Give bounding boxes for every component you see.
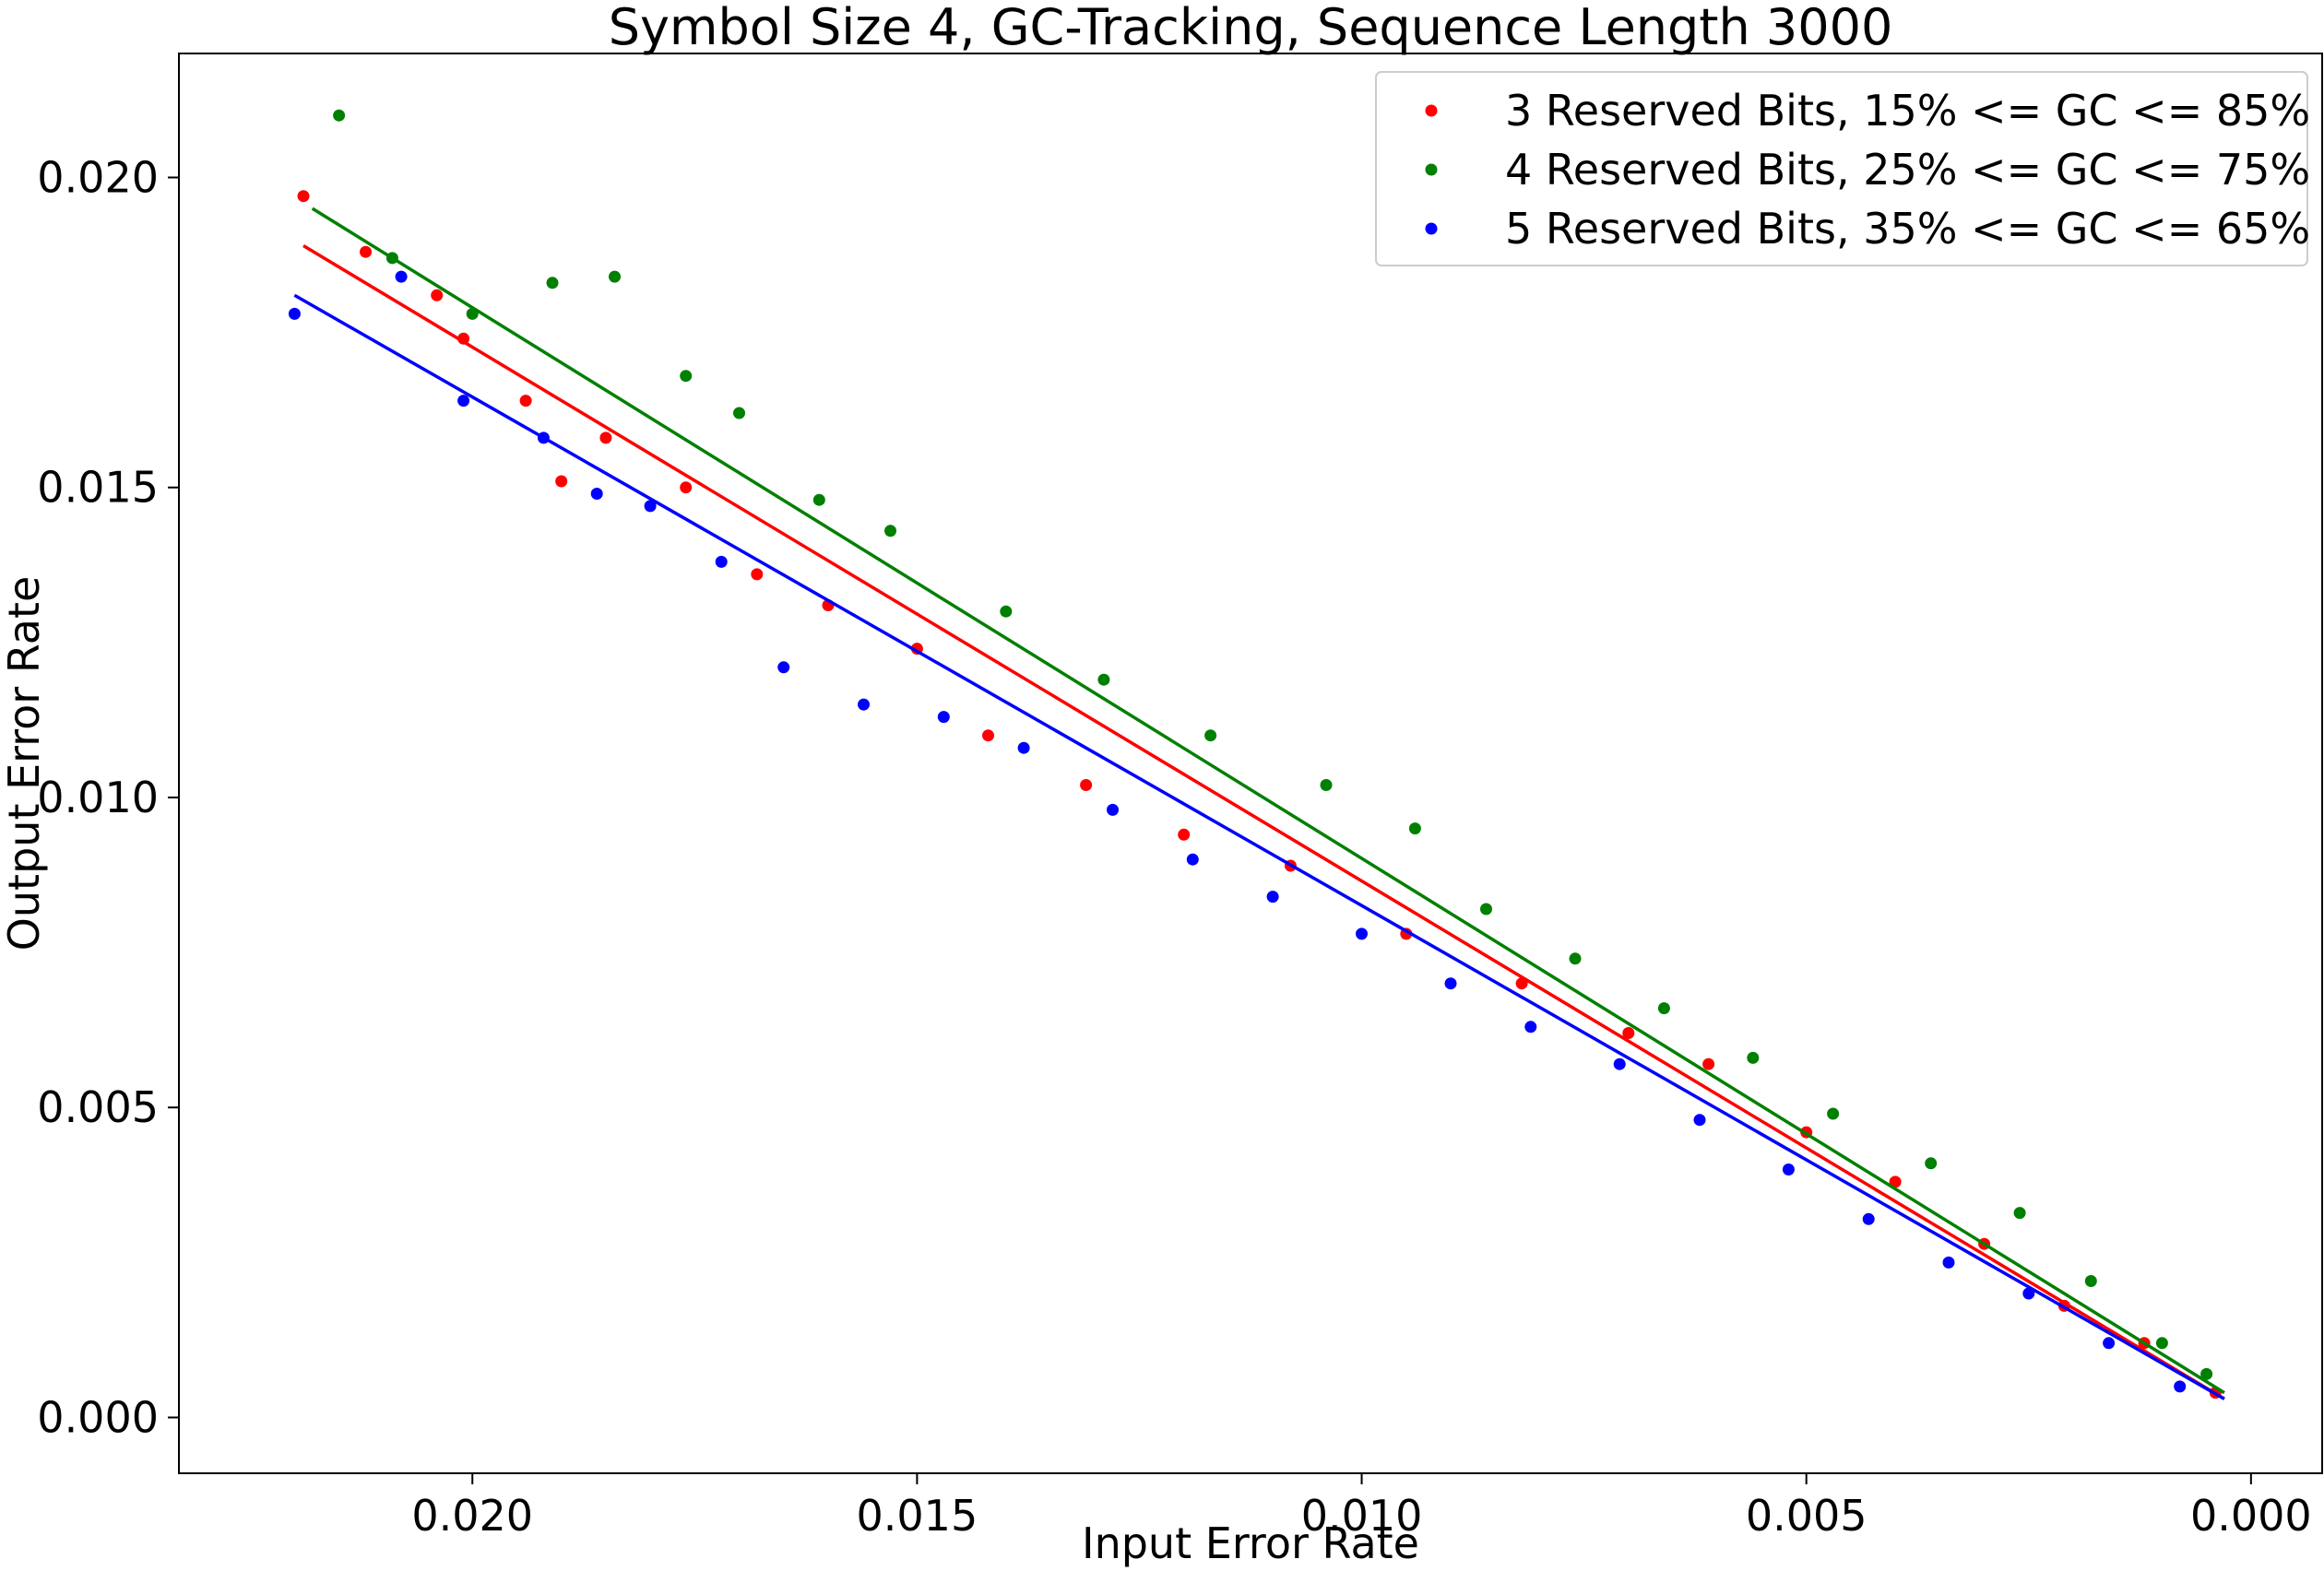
trend-line [302, 243, 2225, 1400]
data-point [2103, 1337, 2116, 1350]
data-point [1017, 741, 1030, 754]
data-point [1444, 977, 1457, 990]
data-point [1702, 1057, 1715, 1070]
legend-box [1375, 71, 2308, 266]
data-point [1827, 1107, 1840, 1120]
legend-item: 5 Reserved Bits, 35% <= GC <= 65% [1425, 204, 2310, 254]
y-tick-label: 0.020 [37, 152, 159, 202]
series-3 [288, 270, 2225, 1400]
x-tick-label: 0.015 [857, 1491, 978, 1541]
data-point [1356, 927, 1368, 940]
data-point [982, 729, 994, 742]
data-point [360, 245, 372, 258]
data-point [590, 488, 603, 500]
legend-marker [1425, 104, 1438, 117]
data-point [1178, 828, 1191, 841]
data-point [2155, 1337, 2168, 1350]
data-point [1408, 822, 1421, 835]
data-point [1747, 1051, 1760, 1064]
data-point [1186, 853, 1199, 866]
data-point [1000, 605, 1013, 618]
x-axis: 0.020 0.015 0.010 0.005 0.000 [411, 1473, 2312, 1541]
data-point [1889, 1175, 1902, 1188]
data-point [1107, 803, 1119, 816]
data-point [333, 109, 346, 122]
data-point [297, 190, 310, 203]
data-point [1925, 1157, 1938, 1170]
x-axis-label: Input Error Rate [1082, 1518, 1419, 1568]
data-point [733, 407, 745, 419]
data-point [858, 698, 870, 711]
data-point [1622, 1027, 1635, 1039]
data-point [2084, 1275, 2097, 1287]
data-point [2200, 1367, 2213, 1380]
data-point [1657, 1002, 1670, 1015]
plot-area [288, 109, 2225, 1400]
data-point [2174, 1380, 2187, 1393]
data-point [1320, 779, 1333, 791]
data-point [751, 568, 764, 581]
trend-line [293, 293, 2225, 1400]
chart-title: Symbol Size 4, GC-Tracking, Sequence Len… [609, 0, 1893, 56]
legend-marker [1425, 163, 1438, 176]
data-point [937, 711, 950, 724]
plot-frame [178, 53, 2323, 1474]
data-point [1266, 891, 1279, 904]
data-point [395, 270, 408, 283]
legend-label: 5 Reserved Bits, 35% <= GC <= 65% [1505, 204, 2310, 254]
data-point [555, 475, 568, 488]
x-tick-label: 0.000 [2190, 1491, 2312, 1541]
data-point [546, 277, 559, 289]
y-axis: 0.000 0.005 0.010 0.015 0.020 [37, 152, 179, 1442]
x-tick-label: 0.020 [411, 1491, 533, 1541]
data-point [1480, 903, 1492, 915]
data-point [1693, 1114, 1706, 1127]
data-point [519, 395, 532, 408]
data-point [288, 307, 301, 320]
data-point [1782, 1163, 1795, 1175]
data-point [884, 525, 896, 537]
x-tick-label: 0.010 [1301, 1491, 1423, 1541]
data-point [812, 493, 825, 506]
data-point [680, 481, 693, 494]
data-point [431, 289, 444, 301]
legend-label: 3 Reserved Bits, 15% <= GC <= 85% [1505, 86, 2310, 136]
data-point [644, 500, 657, 513]
data-point [1204, 729, 1217, 742]
data-point [1569, 952, 1582, 965]
legend: 3 Reserved Bits, 15% <= GC <= 85% 4 Reser… [1375, 71, 2310, 266]
y-tick-label: 0.000 [37, 1392, 159, 1442]
series-2 [311, 109, 2225, 1395]
data-point [680, 370, 693, 383]
legend-item: 4 Reserved Bits, 25% <= GC <= 75% [1425, 145, 2310, 195]
legend-marker [1425, 222, 1438, 235]
data-point [1942, 1256, 1955, 1269]
data-point [457, 395, 470, 408]
data-point [1080, 779, 1093, 791]
data-point [715, 555, 728, 568]
data-point [1862, 1212, 1875, 1225]
trend-line [311, 207, 2225, 1395]
data-point [1097, 673, 1110, 686]
y-tick-label: 0.005 [37, 1082, 159, 1132]
x-tick-label: 0.005 [1746, 1491, 1868, 1541]
legend-item: 3 Reserved Bits, 15% <= GC <= 85% [1425, 86, 2310, 136]
data-point [777, 661, 790, 674]
y-tick-label: 0.010 [37, 773, 159, 822]
data-point [2013, 1207, 2026, 1220]
data-point [1524, 1021, 1537, 1034]
data-point [599, 431, 612, 444]
data-point [609, 270, 621, 283]
data-point [1613, 1057, 1626, 1070]
y-tick-label: 0.015 [37, 463, 159, 513]
y-axis-label: Output Error Rate [0, 576, 49, 951]
legend-label: 4 Reserved Bits, 25% <= GC <= 75% [1505, 145, 2310, 195]
